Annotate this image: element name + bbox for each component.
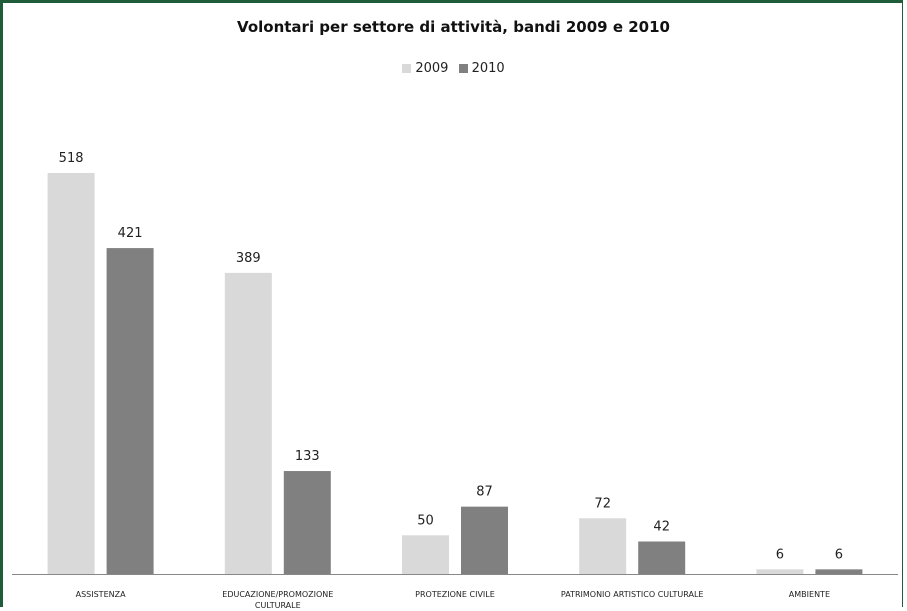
category-label-1: EDUCAZIONE/PROMOZIONE (222, 590, 333, 599)
legend: 2009 2010 (0, 61, 907, 77)
bar-2009-2 (402, 535, 449, 574)
category-label-1: CULTURALE (255, 601, 301, 610)
category-label-4: AMBIENTE (789, 590, 830, 599)
data-label-2009-0: 518 (59, 151, 84, 166)
legend-label-2010: 2010 (471, 61, 505, 76)
legend-swatch-2009 (402, 64, 412, 73)
data-label-2009-4: 6 (776, 547, 784, 562)
bar-2010-2 (461, 506, 508, 574)
legend-item-2009: 2009 (402, 61, 448, 76)
bar-2009-1 (224, 272, 272, 574)
data-label-2009-1: 389 (236, 251, 261, 266)
data-label-2009-2: 50 (417, 513, 434, 528)
data-label-2010-2: 87 (476, 485, 493, 500)
legend-label-2009: 2009 (415, 61, 449, 76)
bar-2009-4 (756, 569, 804, 574)
category-label-0: ASSISTENZA (76, 590, 126, 599)
data-label-2010-3: 42 (653, 519, 670, 534)
chart-title: Volontari per settore di attività, bandi… (237, 18, 670, 36)
bar-2009-3 (579, 518, 627, 574)
legend-item-2010: 2010 (458, 61, 505, 76)
category-label-3: PATRIMONIO ARTISTICO CULTURALE (561, 590, 704, 599)
bar-2010-4 (815, 569, 863, 574)
bar-2010-0 (106, 248, 154, 574)
data-label-2010-1: 133 (295, 449, 320, 464)
bar-2010-3 (638, 541, 686, 574)
data-label-2009-3: 72 (594, 496, 611, 511)
legend-swatch-2010 (458, 64, 468, 73)
category-label-2: PROTEZIONE CIVILE (415, 590, 495, 599)
data-label-2010-4: 6 (835, 547, 843, 562)
bar-2009-0 (47, 173, 95, 574)
bar-2010-1 (283, 471, 331, 574)
data-label-2010-0: 421 (118, 226, 143, 241)
